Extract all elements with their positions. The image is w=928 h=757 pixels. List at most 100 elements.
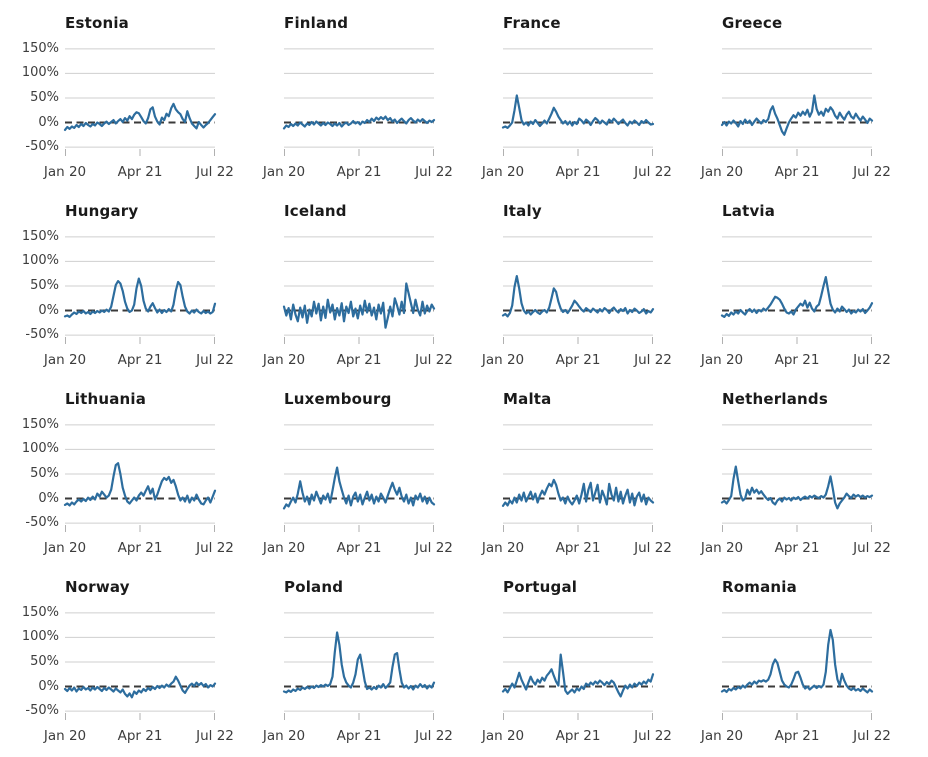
chart-plot	[63, 612, 217, 720]
y-axis-tick-label: 100%	[21, 253, 59, 269]
y-axis: 150% 100% 50% 0% -50%	[22, 228, 61, 350]
x-axis-tick-label: Jan 20	[262, 352, 306, 368]
chart-cell: Greece 150%100%50%0%-50% Jan 20 Apr 21 Jul…	[684, 6, 903, 194]
chart-title: Hungary	[65, 202, 139, 220]
x-axis-tick-label: Jul 22	[196, 164, 234, 180]
chart-plot	[720, 424, 874, 532]
x-axis-tick-label: Jan 20	[43, 728, 87, 744]
chart-cell: Romania 150%100%50%0%-50% Jan 20 Apr 21 Ju…	[684, 570, 903, 757]
x-axis-tick-label: Jan 20	[481, 164, 525, 180]
chart-plot-area: 150%100%50%0%-50%	[720, 416, 874, 538]
chart-cell: Norway 150% 100% 50% 0% -50% Jan 20 Apr 21 Jul…	[22, 570, 246, 757]
chart-title: Greece	[722, 14, 783, 32]
chart-plot	[282, 612, 436, 720]
data-line	[501, 653, 655, 698]
x-axis-tick-label: Apr 21	[555, 540, 601, 556]
x-axis-tick-label: Jul 22	[853, 164, 891, 180]
chart-title: Netherlands	[722, 390, 828, 408]
y-axis-tick-label: -50%	[25, 703, 59, 719]
x-axis: Jan 20 Apr 21 Jul 22	[701, 352, 891, 372]
y-axis: 150% 100% 50% 0% -50%	[22, 40, 61, 162]
data-line	[501, 94, 655, 130]
x-axis: Jan 20 Apr 21 Jul 22	[263, 540, 453, 560]
chart-plot-area: 150%100%50%0%-50%	[22, 416, 217, 538]
chart-title: Romania	[722, 578, 797, 596]
x-axis-tick-label: Jul 22	[415, 352, 453, 368]
x-axis-tick-label: Jul 22	[196, 352, 234, 368]
x-axis: Jan 20 Apr 21 Jul 22	[482, 164, 672, 184]
data-line	[282, 466, 436, 510]
chart-plot-area: 150%100%50%0%-50%	[720, 604, 874, 726]
x-axis-tick-label: Jul 22	[415, 164, 453, 180]
chart-plot	[63, 236, 217, 344]
chart-plot-area: 150%100%50%0%-50%	[22, 40, 217, 162]
chart-title: France	[503, 14, 561, 32]
data-line	[720, 628, 874, 694]
x-axis-tick-label: Jan 20	[262, 540, 306, 556]
chart-plot	[720, 612, 874, 720]
x-axis-tick-label: Apr 21	[774, 728, 820, 744]
x-axis-tick-label: Jan 20	[262, 164, 306, 180]
x-axis-tick-label: Jan 20	[700, 352, 744, 368]
chart-title: Iceland	[284, 202, 347, 220]
x-axis-tick-label: Apr 21	[117, 352, 163, 368]
x-axis: Jan 20 Apr 21 Jul 22	[701, 728, 891, 748]
x-axis: Jan 20 Apr 21 Jul 22	[701, 540, 891, 560]
chart-title: Luxembourg	[284, 390, 392, 408]
x-axis-tick-label: Apr 21	[555, 352, 601, 368]
data-line	[63, 102, 217, 132]
chart-cell: Luxembourg 150%100%50%0%-50% Jan 20 Apr 2…	[246, 382, 465, 570]
chart-plot	[282, 236, 436, 344]
y-axis-tick-label: 150%	[21, 40, 59, 56]
x-axis-tick-label: Jan 20	[262, 728, 306, 744]
chart-plot-area: 150%100%50%0%-50%	[282, 228, 436, 350]
chart-plot	[63, 424, 217, 532]
x-axis-tick-label: Jan 20	[43, 352, 87, 368]
chart-plot-area: 150%100%50%0%-50%	[282, 40, 436, 162]
data-line	[501, 274, 655, 318]
chart-plot-area: 150%100%50%0%-50%	[282, 604, 436, 726]
chart-cell: Finland 150%100%50%0%-50% Jan 20 Apr 21 Ju…	[246, 6, 465, 194]
x-axis-tick-label: Jan 20	[481, 352, 525, 368]
x-axis-tick-label: Apr 21	[336, 352, 382, 368]
chart-cell: Lithuania 150% 100% 50% 0% -50% Jan 20 Apr 21…	[22, 382, 246, 570]
chart-plot-area: 150%100%50%0%-50%	[501, 228, 655, 350]
x-axis-tick-label: Jan 20	[43, 540, 87, 556]
x-axis-tick-label: Apr 21	[774, 352, 820, 368]
x-axis-tick-label: Jul 22	[415, 540, 453, 556]
y-axis-tick-label: 100%	[21, 65, 59, 81]
x-axis-tick-label: Apr 21	[117, 164, 163, 180]
chart-plot-area: 150%100%50%0%-50%	[282, 416, 436, 538]
chart-plot	[720, 236, 874, 344]
x-axis-tick-label: Jul 22	[853, 728, 891, 744]
chart-plot	[63, 48, 217, 156]
chart-cell: Hungary 150% 100% 50% 0% -50% Jan 20 Apr 21 Ju…	[22, 194, 246, 382]
y-axis-tick-label: 150%	[21, 228, 59, 244]
x-axis-tick-label: Apr 21	[774, 540, 820, 556]
chart-title: Italy	[503, 202, 542, 220]
y-axis-tick-label: 150%	[21, 416, 59, 432]
x-axis: Jan 20 Apr 21 Jul 22	[482, 352, 672, 372]
y-axis-tick-label: -50%	[25, 139, 59, 155]
chart-title: Norway	[65, 578, 130, 596]
chart-title: Finland	[284, 14, 349, 32]
x-axis-tick-label: Apr 21	[117, 728, 163, 744]
chart-plot-area: 150%100%50%0%-50%	[22, 228, 217, 350]
chart-plot-area: 150%100%50%0%-50%	[501, 604, 655, 726]
chart-title: Latvia	[722, 202, 776, 220]
x-axis: Jan 20 Apr 21 Jul 22	[44, 728, 234, 748]
x-axis-tick-label: Jul 22	[853, 352, 891, 368]
x-axis-tick-label: Jul 22	[634, 540, 672, 556]
x-axis-tick-label: Jul 22	[196, 540, 234, 556]
chart-plot	[282, 424, 436, 532]
y-axis-tick-label: 150%	[21, 604, 59, 620]
x-axis-tick-label: Jan 20	[481, 540, 525, 556]
chart-plot-area: 150%100%50%0%-50%	[720, 40, 874, 162]
x-axis: Jan 20 Apr 21 Jul 22	[701, 164, 891, 184]
x-axis-tick-label: Apr 21	[336, 728, 382, 744]
chart-plot	[501, 48, 655, 156]
data-line	[282, 282, 436, 329]
x-axis-tick-label: Jul 22	[634, 728, 672, 744]
x-axis-tick-label: Jan 20	[700, 164, 744, 180]
